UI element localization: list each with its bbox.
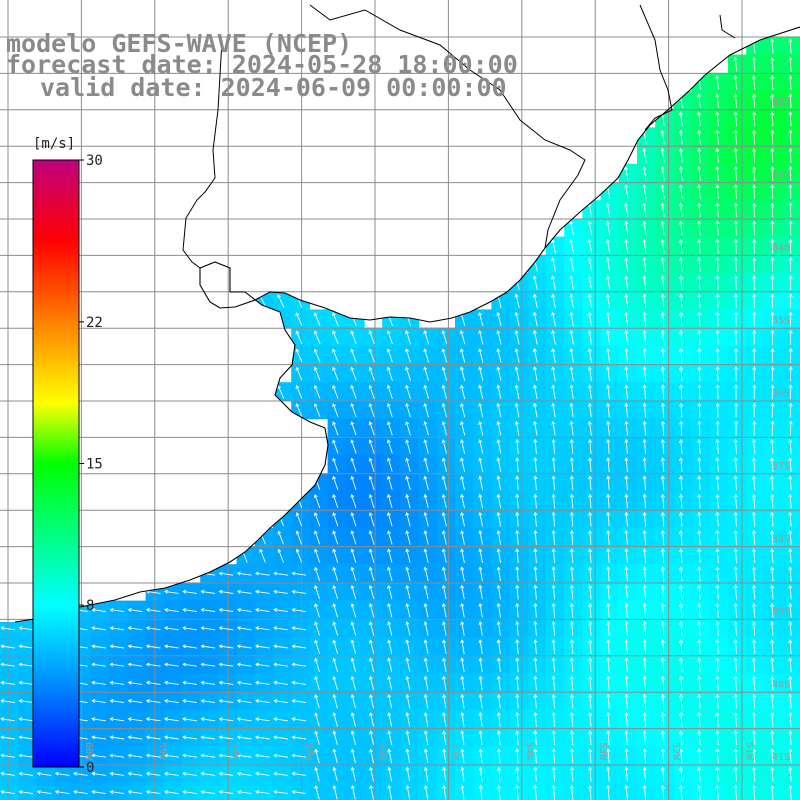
longitude-label: 57W [303,742,314,761]
latitude-label: 32S [772,97,790,108]
longitude-label: 53W [597,742,608,761]
longitude-label: 54W [523,742,534,761]
latitude-label: 37S [772,461,790,472]
colorbar-tick-label: 30 [86,153,103,169]
latitude-label: 36S [772,388,790,399]
wind-speed-field [0,36,800,800]
latitude-label: 35S [772,315,790,326]
colorbar-tick-label: 8 [86,598,94,614]
coastline [14,26,800,623]
longitude-label: 52W [670,742,681,761]
longitude-label: 55W [450,742,461,761]
colorbar-tick-label: 15 [86,457,103,473]
latitude-label: 39S [772,607,790,618]
longitude-label: 56W [377,742,388,761]
colorbar-unit: [m/s] [33,136,75,152]
colorbar-tick-label: 0 [86,760,94,776]
latitude-label: 33S [772,170,790,181]
forecast-date: forecast date: 2024-05-28 18:00:00 [6,50,518,79]
longitude-label: 59W [156,742,167,761]
latitude-label: 38S [772,534,790,545]
river-outline [182,4,736,269]
valid-date: valid date: 2024-06-09 00:00:00 [40,73,507,102]
colorbar-scale [32,159,80,768]
latitude-label: 40S [772,679,790,690]
longitude-labels: 60W 59W 58W 57W 56W 55W 54W 53W 52W 51W [83,742,755,761]
latitude-labels: 32S 33S 34S 35S 36S 37S 38S 39S 40S 41S [772,97,790,763]
latitude-label: 41S [772,752,790,763]
colorbar-ticks: 30 22 15 8 0 [79,153,103,776]
colorbar-tick-label: 22 [86,315,103,331]
colorbar: [m/s] 30 22 15 8 0 [32,136,103,776]
model-title: modelo GEFS-WAVE (NCEP) [6,29,353,58]
longitude-label: 60W [83,742,94,761]
latitude-label: 34S [772,243,790,254]
longitude-label: 58W [230,742,241,761]
land-area [0,0,800,622]
longitude-label: 51W [744,742,755,761]
